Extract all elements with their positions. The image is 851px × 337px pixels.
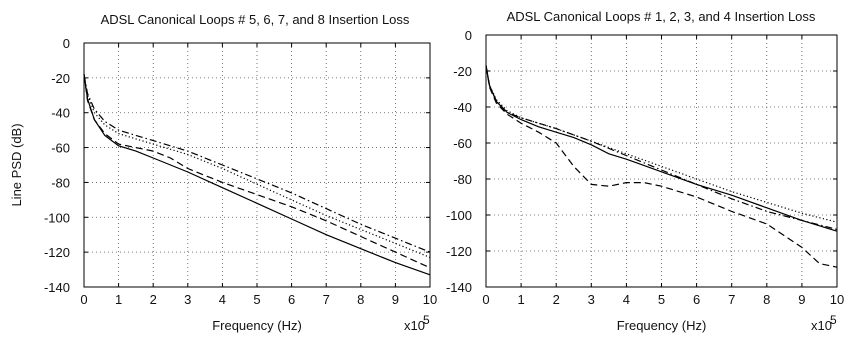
x-tick-label: 1 <box>115 292 122 307</box>
x-tick-label: 5 <box>658 292 665 307</box>
x-tick-label: 1 <box>517 292 524 307</box>
y-tick-label: 0 <box>465 28 472 43</box>
y-tick-label: -20 <box>51 71 70 86</box>
y-tick-label: -60 <box>453 136 472 151</box>
x-tick-label: 3 <box>184 292 191 307</box>
y-tick-label: -140 <box>446 280 472 295</box>
x-tick-label: 10 <box>423 292 437 307</box>
x-tick-label: 8 <box>763 292 770 307</box>
x-tick-label: 9 <box>392 292 399 307</box>
y-tick-label: -80 <box>51 175 70 190</box>
x-tick-label: 4 <box>219 292 226 307</box>
y-axis-label: Line PSD (dB) <box>9 123 24 206</box>
x-tick-label: 2 <box>553 292 560 307</box>
x-axis-multiplier-exponent: 5 <box>830 313 837 327</box>
series-line-dashdot <box>485 65 838 230</box>
y-tick-label: -100 <box>44 210 70 225</box>
x-tick-label: 4 <box>623 292 630 307</box>
x-tick-label: 5 <box>253 292 260 307</box>
chart-panel-2 <box>485 34 838 288</box>
x-axis-label: Frequency (Hz) <box>617 318 707 333</box>
y-tick-label: -40 <box>453 100 472 115</box>
x-tick-label: 0 <box>80 292 87 307</box>
x-tick-label: 3 <box>588 292 595 307</box>
y-tick-label: -120 <box>446 244 472 259</box>
x-tick-label: 7 <box>323 292 330 307</box>
series-line-solid <box>83 74 431 276</box>
x-tick-label: 8 <box>357 292 364 307</box>
x-axis-label: Frequency (Hz) <box>212 318 302 333</box>
x-tick-label: 6 <box>693 292 700 307</box>
y-tick-label: -80 <box>453 172 472 187</box>
x-tick-label: 6 <box>288 292 295 307</box>
chart-title: ADSL Canonical Loops # 5, 6, 7, and 8 In… <box>101 12 410 27</box>
x-tick-label: 2 <box>150 292 157 307</box>
series-line-dotted <box>83 74 431 258</box>
plot-frame <box>485 34 838 288</box>
x-tick-label: 0 <box>482 292 489 307</box>
x-axis-multiplier: x10 <box>811 318 832 333</box>
series-line-dashdot <box>83 74 431 253</box>
x-tick-label: 9 <box>798 292 805 307</box>
x-axis-multiplier: x10 <box>404 318 425 333</box>
y-tick-label: -120 <box>44 245 70 260</box>
y-tick-label: -140 <box>44 280 70 295</box>
y-tick-label: -20 <box>453 64 472 79</box>
y-tick-label: -40 <box>51 106 70 121</box>
chart-panel-1 <box>83 42 431 288</box>
x-axis-multiplier-exponent: 5 <box>423 313 430 327</box>
x-tick-label: 10 <box>830 292 844 307</box>
chart-title: ADSL Canonical Loops # 1, 2, 3, and 4 In… <box>507 9 816 24</box>
series-line-dashed <box>83 74 431 269</box>
y-tick-label: 0 <box>63 36 70 51</box>
y-tick-label: -60 <box>51 141 70 156</box>
series-line-solid <box>485 65 838 232</box>
y-tick-label: -100 <box>446 208 472 223</box>
x-tick-label: 7 <box>728 292 735 307</box>
